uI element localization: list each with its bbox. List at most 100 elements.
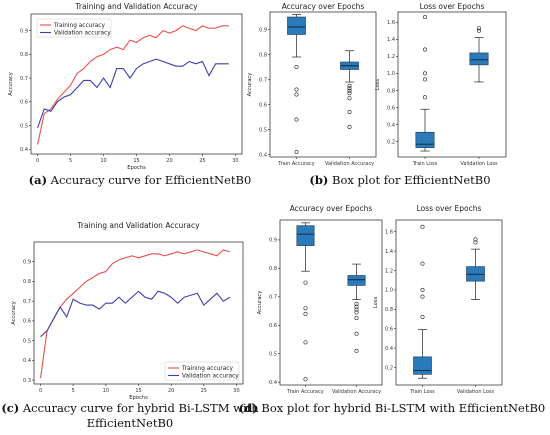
y-tick-label: 0.6 bbox=[20, 100, 28, 106]
x-tick-label: 0 bbox=[39, 388, 42, 394]
outlier-point bbox=[354, 331, 359, 336]
iqr-box bbox=[413, 356, 432, 375]
iqr-box bbox=[296, 225, 315, 246]
x-tick-label: 0 bbox=[36, 158, 39, 164]
box-0: Train Accuracy bbox=[286, 222, 324, 395]
x-tick-label: 20 bbox=[168, 388, 174, 394]
outlier-point bbox=[294, 65, 299, 70]
y-axis-label: Accuracy bbox=[8, 72, 14, 96]
y-tick-label: 0.3 bbox=[23, 378, 31, 384]
outlier-point bbox=[303, 377, 308, 382]
x-tick-label: 25 bbox=[201, 388, 207, 394]
y-tick-label: 0.6 bbox=[23, 319, 31, 325]
series-line-0 bbox=[39, 249, 231, 379]
y-tick-label: 0.4 bbox=[259, 152, 267, 158]
series-line-0 bbox=[37, 25, 229, 145]
y-axis-label: Loss bbox=[373, 297, 379, 309]
y-tick-label: 0.5 bbox=[259, 127, 267, 133]
x-tick-label: Train Loss bbox=[409, 389, 435, 395]
y-tick-label: 0.7 bbox=[259, 77, 267, 83]
outlier-point bbox=[303, 306, 308, 311]
outlier-point bbox=[347, 96, 352, 101]
y-tick-label: 0.5 bbox=[23, 338, 31, 344]
chart-title: Accuracy over Epochs bbox=[282, 2, 365, 11]
charts-layer: Training and Validation Accuracy Accuracy… bbox=[8, 2, 507, 401]
y-tick-label: 0.4 bbox=[20, 147, 28, 153]
y-tick-label: 0.2 bbox=[387, 139, 395, 145]
outlier-point bbox=[354, 301, 359, 306]
x-tick-label: 30 bbox=[233, 388, 239, 394]
outlier-point bbox=[422, 95, 427, 100]
y-tick-label: 0.8 bbox=[387, 88, 395, 94]
y-tick-label: 1.6 bbox=[387, 20, 395, 26]
y-tick-label: 0.7 bbox=[20, 76, 28, 82]
y-axis-label: Accuracy bbox=[11, 301, 17, 325]
y-tick-label: 0.7 bbox=[23, 299, 31, 305]
y-tick-label: 0.4 bbox=[269, 380, 277, 386]
outlier-point bbox=[354, 307, 359, 312]
y-tick-label: 0.8 bbox=[385, 307, 393, 313]
outlier-point bbox=[294, 150, 299, 155]
outlier-point bbox=[354, 348, 359, 353]
y-tick-label: 0.9 bbox=[259, 27, 267, 33]
chart-title: Training and Validation Accuracy bbox=[76, 221, 200, 230]
x-tick-label: 30 bbox=[232, 158, 238, 164]
series-line-1 bbox=[37, 58, 229, 129]
outlier-point bbox=[303, 340, 308, 345]
iqr-box bbox=[287, 16, 306, 35]
y-axis-label: Loss bbox=[375, 79, 381, 91]
x-tick-label: 20 bbox=[166, 158, 172, 164]
legend: Training accuracy Validation accuracy bbox=[164, 361, 240, 381]
legend-label: Validation accuracy bbox=[182, 374, 239, 380]
outlier-point bbox=[354, 304, 359, 309]
legend-label: Validation accuracy bbox=[54, 31, 111, 37]
y-axis-label: Accuracy bbox=[247, 73, 253, 97]
caption-a: (a) Accuracy curve for EfficientNetB0 bbox=[29, 173, 252, 187]
x-tick-label: Train Accuracy bbox=[286, 389, 323, 395]
outlier-point bbox=[347, 110, 352, 115]
y-tick-label: 1.4 bbox=[385, 249, 393, 255]
iqr-box bbox=[469, 52, 489, 66]
outlier-point bbox=[347, 86, 352, 91]
outlier-point bbox=[420, 261, 425, 266]
chart-title: Loss over Epochs bbox=[417, 204, 482, 213]
x-tick-label: Validation Loss bbox=[457, 389, 495, 395]
outlier-point bbox=[473, 237, 478, 242]
legend-box bbox=[36, 18, 112, 38]
y-tick-label: 0.8 bbox=[20, 52, 28, 58]
legend-label: Training accuracy bbox=[53, 23, 105, 29]
outlier-point bbox=[422, 77, 427, 82]
caption-d: (d) Box plot for hybrid Bi-LSTM with Eff… bbox=[239, 401, 545, 415]
box-0: Train Accuracy bbox=[277, 14, 315, 167]
x-tick-label: Validation Accuracy bbox=[332, 389, 381, 395]
y-tick-label: 1.2 bbox=[385, 268, 393, 274]
outlier-point bbox=[422, 71, 427, 76]
caption-b: (b) Box plot for EfficientNetB0 bbox=[309, 173, 490, 187]
outlier-point bbox=[347, 83, 352, 88]
x-axis-label: Epochs bbox=[129, 395, 148, 401]
y-tick-label: 0.6 bbox=[259, 102, 267, 108]
y-tick-label: 0.6 bbox=[385, 327, 393, 333]
outlier-point bbox=[294, 87, 299, 92]
x-tick-label: 5 bbox=[69, 158, 72, 164]
legend-label: Training accuracy bbox=[181, 366, 233, 372]
x-axis-label: Epochs bbox=[127, 165, 146, 171]
y-tick-label: 0.4 bbox=[23, 358, 31, 364]
iqr-box bbox=[466, 266, 485, 282]
x-tick-label: 15 bbox=[135, 388, 141, 394]
x-tick-label: 10 bbox=[100, 158, 106, 164]
y-tick-label: 0.9 bbox=[269, 238, 277, 244]
outlier-point bbox=[294, 117, 299, 122]
y-tick-label: 0.5 bbox=[269, 352, 277, 358]
outlier-point bbox=[347, 91, 352, 96]
iqr-box bbox=[415, 131, 435, 148]
y-tick-label: 1.6 bbox=[385, 229, 393, 235]
outlier-point bbox=[294, 92, 299, 97]
x-tick-label: Validation Accuracy bbox=[325, 161, 374, 167]
box-chart-4: Accuracy over Epochs Accuracy 0.4 0.5 0.6 0.7… bbox=[257, 204, 383, 395]
chart-title: Training and Validation Accuracy bbox=[74, 2, 198, 11]
line-chart-0: Training and Validation Accuracy Accuracy… bbox=[8, 2, 243, 171]
outlier-point bbox=[422, 47, 427, 52]
chart-title: Loss over Epochs bbox=[420, 2, 485, 11]
outlier-point bbox=[476, 26, 481, 31]
